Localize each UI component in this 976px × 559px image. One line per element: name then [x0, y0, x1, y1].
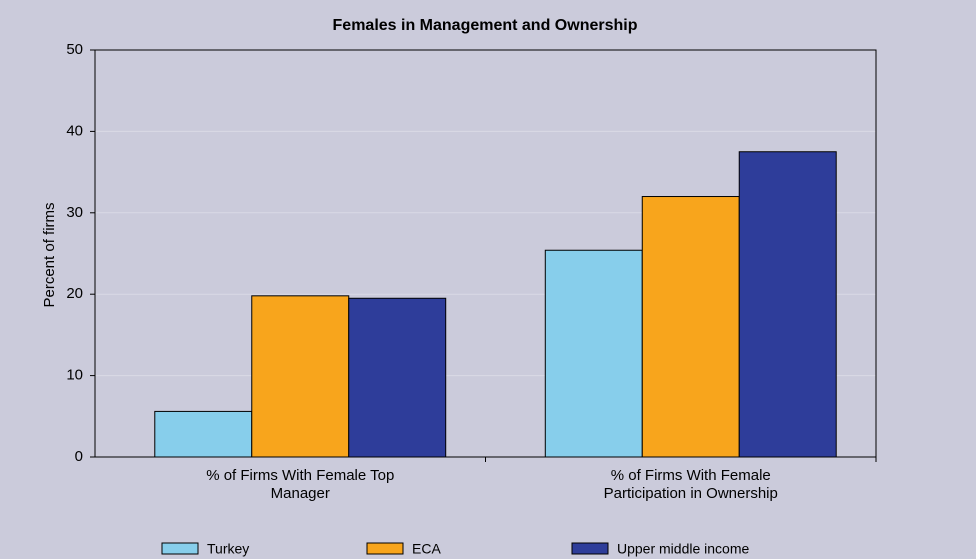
- legend-swatch: [161, 542, 199, 555]
- legend-label: Turkey: [207, 541, 249, 557]
- y-tick-label: 40: [66, 122, 83, 139]
- y-tick-label: 50: [66, 41, 83, 58]
- x-tick-label: % of Firms With Female Top Manager: [206, 467, 395, 502]
- bar: [544, 249, 643, 458]
- y-tick-label: 20: [66, 285, 83, 302]
- y-axis-label: Percent of firms: [41, 202, 58, 307]
- y-tick-label: 0: [75, 448, 83, 465]
- bar: [348, 297, 447, 458]
- chart-title: Females in Management and Ownership: [333, 17, 638, 34]
- legend-swatch: [571, 542, 609, 555]
- legend-swatch: [366, 542, 404, 555]
- y-tick-label: 30: [66, 204, 83, 221]
- bar: [641, 196, 740, 458]
- x-tick-label: % of Firms With Female Participation in …: [603, 467, 778, 502]
- legend-label: Upper middle income: [617, 541, 749, 557]
- bar: [738, 151, 837, 458]
- y-tick-label: 10: [66, 367, 83, 384]
- bar: [251, 295, 350, 458]
- bar: [154, 410, 253, 458]
- legend-label: ECA: [412, 541, 441, 557]
